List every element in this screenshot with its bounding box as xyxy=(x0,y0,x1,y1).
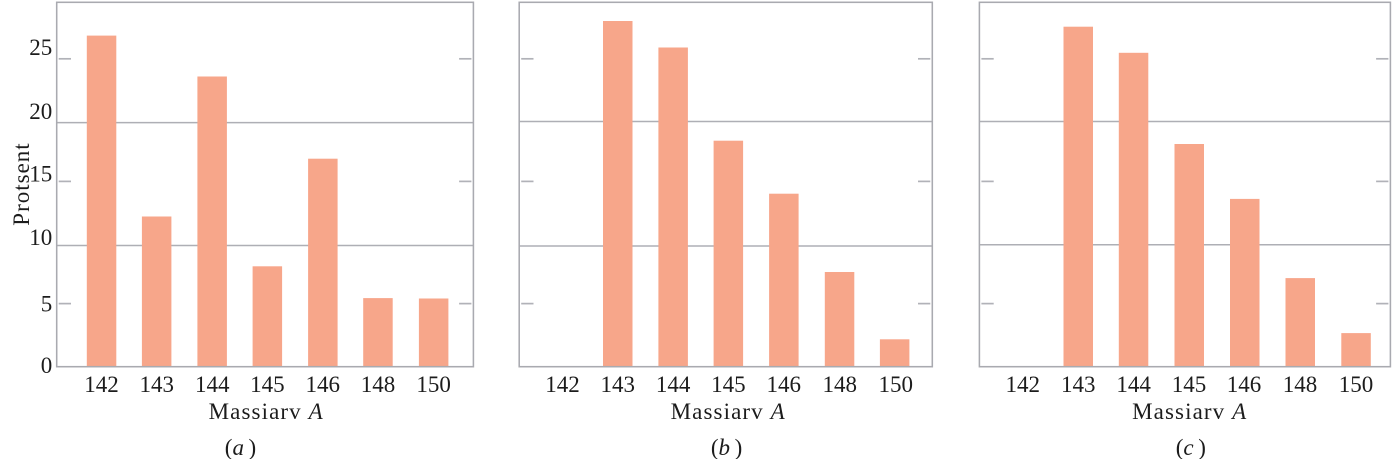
svg-text:143: 143 xyxy=(139,372,174,397)
svg-text:(a ): (a ) xyxy=(225,435,256,459)
svg-text:15: 15 xyxy=(29,161,52,186)
svg-text:145: 145 xyxy=(711,372,746,397)
svg-text:144: 144 xyxy=(195,372,230,397)
svg-text:148: 148 xyxy=(1283,372,1318,397)
svg-text:144: 144 xyxy=(1116,372,1151,397)
svg-text:10: 10 xyxy=(29,225,52,250)
svg-text:Massiarv A: Massiarv A xyxy=(671,399,786,424)
svg-text:5: 5 xyxy=(41,292,53,317)
svg-text:Massiarv A: Massiarv A xyxy=(1132,399,1247,424)
svg-text:145: 145 xyxy=(1172,372,1207,397)
svg-text:144: 144 xyxy=(656,372,691,397)
svg-text:145: 145 xyxy=(250,372,285,397)
svg-text:0: 0 xyxy=(41,353,53,378)
svg-text:142: 142 xyxy=(1006,372,1041,397)
svg-text:150: 150 xyxy=(878,372,913,397)
svg-text:146: 146 xyxy=(306,372,341,397)
svg-text:148: 148 xyxy=(822,372,857,397)
svg-text:142: 142 xyxy=(84,372,119,397)
svg-text:20: 20 xyxy=(29,99,52,124)
svg-text:150: 150 xyxy=(1339,372,1374,397)
svg-text:25: 25 xyxy=(29,35,52,60)
svg-text:(b ): (b ) xyxy=(711,435,742,459)
svg-text:143: 143 xyxy=(601,372,636,397)
svg-text:148: 148 xyxy=(361,372,396,397)
svg-text:(c ): (c ) xyxy=(1176,435,1206,459)
svg-text:146: 146 xyxy=(767,372,802,397)
svg-text:150: 150 xyxy=(416,372,451,397)
svg-text:143: 143 xyxy=(1061,372,1096,397)
svg-text:Protsent: Protsent xyxy=(9,142,34,225)
svg-text:146: 146 xyxy=(1227,372,1262,397)
svg-text:142: 142 xyxy=(545,372,580,397)
svg-text:Massiarv A: Massiarv A xyxy=(209,399,324,424)
